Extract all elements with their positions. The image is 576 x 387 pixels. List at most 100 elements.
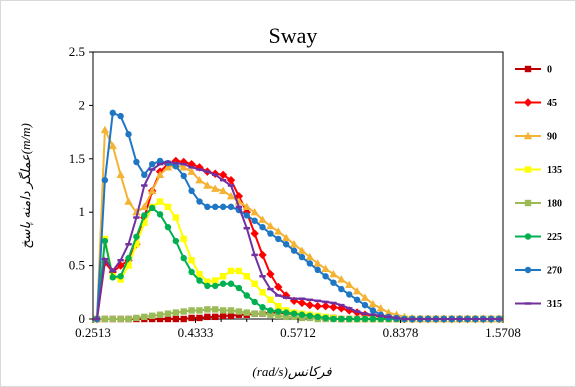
data-point	[369, 307, 377, 314]
data-point	[258, 215, 267, 223]
y-tick-label: 1	[79, 204, 86, 219]
data-point	[524, 166, 532, 173]
data-point	[306, 260, 314, 267]
legend-entry: 90	[515, 132, 557, 143]
data-point	[234, 191, 244, 201]
data-point	[352, 287, 362, 295]
data-point	[164, 310, 172, 317]
data-point	[156, 198, 164, 205]
data-point	[195, 175, 204, 184]
data-point	[235, 284, 243, 292]
data-point	[188, 307, 195, 314]
data-point	[337, 275, 346, 283]
data-point	[140, 202, 149, 211]
y-tick-label: 2.5	[69, 44, 85, 59]
data-point	[141, 212, 148, 219]
data-point	[133, 233, 140, 240]
data-point	[148, 160, 156, 168]
data-point	[180, 254, 187, 262]
data-point	[313, 301, 322, 311]
data-point	[172, 237, 180, 245]
data-point	[172, 315, 180, 323]
data-point	[125, 262, 132, 269]
legend-label: 45	[547, 98, 557, 109]
data-point	[275, 308, 282, 315]
data-point	[132, 208, 141, 216]
legend-entry: 270	[515, 266, 562, 277]
data-point	[251, 298, 258, 306]
data-point	[219, 203, 227, 211]
data-point	[180, 308, 187, 315]
data-point	[212, 306, 219, 313]
data-point	[180, 235, 187, 243]
data-point	[180, 315, 187, 323]
data-point	[156, 157, 164, 165]
data-point	[196, 307, 203, 314]
data-point	[290, 247, 298, 254]
data-point	[281, 233, 291, 242]
data-point	[329, 269, 338, 278]
legend-label: 315	[547, 299, 562, 310]
data-point	[267, 311, 274, 318]
data-point	[243, 212, 250, 219]
series-270	[93, 109, 503, 323]
data-point	[219, 312, 227, 319]
data-point	[203, 181, 212, 189]
y-axis-ticks: 0 0.5 1 1.5 2 2.5	[69, 44, 93, 326]
data-point	[125, 315, 132, 323]
data-point	[345, 280, 354, 289]
data-point	[524, 266, 532, 274]
data-point	[226, 191, 236, 200]
data-point	[117, 276, 124, 283]
data-point	[298, 253, 306, 261]
data-point	[321, 264, 330, 273]
data-point	[156, 311, 164, 318]
data-point	[124, 197, 133, 205]
legend-label: 225	[547, 232, 562, 243]
data-point	[196, 314, 203, 322]
data-point	[259, 223, 266, 231]
data-point	[204, 203, 211, 211]
data-point	[100, 125, 110, 134]
data-point	[313, 259, 322, 267]
data-point	[361, 315, 369, 323]
data-point	[219, 307, 227, 314]
data-point	[172, 214, 180, 221]
series-line	[96, 160, 499, 320]
data-point	[353, 296, 361, 303]
data-point	[204, 313, 211, 321]
series-135	[93, 198, 503, 323]
data-point	[133, 314, 140, 322]
data-point	[259, 310, 266, 317]
legend: 0 45 90 135 180 225 270 315	[515, 65, 562, 310]
data-point	[188, 257, 195, 264]
data-point	[204, 278, 211, 285]
data-point	[109, 274, 116, 281]
data-point	[297, 298, 307, 308]
data-point	[250, 229, 259, 238]
data-point	[384, 308, 393, 316]
data-point	[117, 315, 124, 323]
data-point	[275, 302, 282, 310]
data-point	[172, 309, 180, 316]
data-point	[117, 273, 124, 280]
data-point	[227, 307, 235, 314]
data-point	[148, 315, 156, 323]
y-tick-label: 0.5	[69, 258, 85, 273]
data-point	[125, 131, 132, 138]
data-point	[101, 237, 109, 245]
series-315	[93, 160, 503, 321]
x-tick-label: 0.5712	[280, 325, 316, 340]
data-point	[172, 163, 180, 170]
data-point	[306, 312, 314, 319]
data-point	[524, 65, 532, 73]
data-point	[259, 289, 266, 296]
data-point	[266, 221, 275, 230]
data-point	[267, 307, 274, 314]
legend-label: 90	[547, 132, 557, 143]
legend-entry: 225	[515, 232, 562, 243]
data-point	[523, 98, 533, 107]
data-point	[338, 285, 345, 293]
data-point	[258, 250, 267, 260]
